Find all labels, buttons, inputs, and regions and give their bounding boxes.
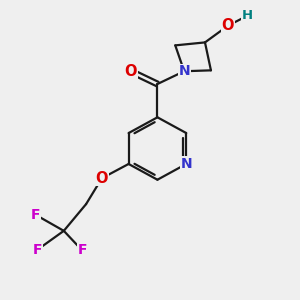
Text: H: H: [242, 9, 253, 22]
Text: F: F: [31, 208, 40, 222]
Text: O: O: [96, 171, 108, 186]
Text: F: F: [77, 244, 87, 257]
Text: N: N: [180, 157, 192, 171]
Text: N: N: [178, 64, 190, 78]
Text: O: O: [124, 64, 137, 79]
Text: O: O: [222, 18, 234, 33]
Text: F: F: [33, 243, 42, 256]
